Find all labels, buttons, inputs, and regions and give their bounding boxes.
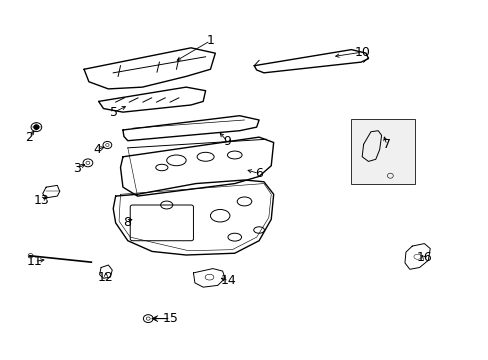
Text: 5: 5 [110, 105, 118, 119]
Text: 3: 3 [73, 162, 81, 175]
Bar [351, 119, 414, 184]
Text: 6: 6 [255, 167, 263, 180]
Text: 8: 8 [122, 216, 131, 229]
Text: 16: 16 [416, 251, 431, 264]
Text: 13: 13 [33, 194, 49, 207]
Text: 2: 2 [25, 131, 33, 144]
Ellipse shape [34, 125, 39, 129]
Text: 11: 11 [26, 255, 42, 268]
Text: 15: 15 [163, 312, 178, 325]
Text: 9: 9 [223, 135, 231, 148]
Text: 10: 10 [353, 46, 369, 59]
Text: 12: 12 [98, 271, 114, 284]
Text: 7: 7 [382, 139, 390, 152]
Text: 4: 4 [94, 143, 102, 156]
Text: 1: 1 [206, 34, 214, 47]
Text: 14: 14 [221, 274, 236, 287]
